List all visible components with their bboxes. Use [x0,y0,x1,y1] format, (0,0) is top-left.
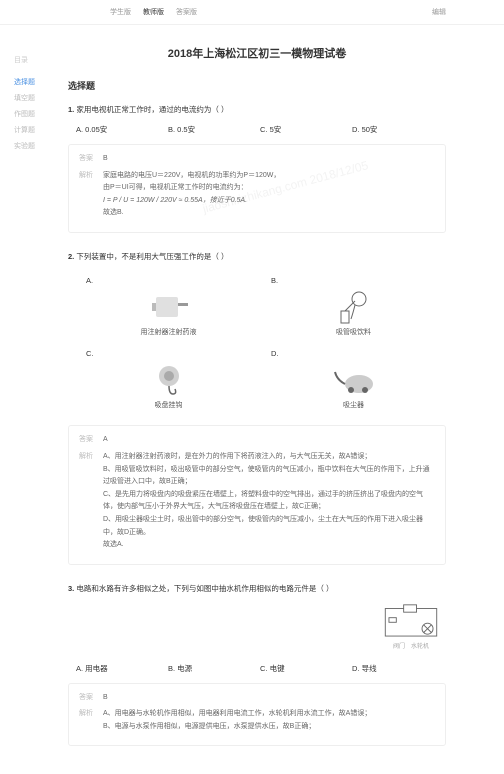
toc-item-calc[interactable]: 计算题 [14,125,60,135]
q2-answer: A [103,434,435,447]
q2-opt-d[interactable]: D. 吸尘器 [261,344,446,417]
main-content: jiaoshi.izhikang.com 2018/12/05 2018年上海松… [60,25,504,774]
valve-label: 阀门 [393,643,405,653]
q1-ana-4: 故选B. [103,207,435,220]
q3-line-0: A、用电器与水轮机作用相似，用电器利用电流工作，水轮机利用水流工作，故A错误； [103,708,435,721]
q3-opt-b[interactable]: B. 电源 [168,663,260,675]
tab-student[interactable]: 学生版 [110,7,131,17]
q3-answer: B [103,692,435,705]
question-3: 3. 电路和水路有许多相似之处，下列与如图中抽水机作用相似的电路元件是（ ） 阀… [68,583,446,747]
q1-ana-1: 家庭电路的电压U＝220V，电视机的功率约为P＝120W， [103,170,435,183]
q1-ana-3: I = P / U = 120W / 220V ≈ 0.55A，接近于0.5A. [103,195,435,208]
question-2: 2. 下列装置中，不是利用大气压强工作的是（ ） A. 用注射器注射药液 B. … [68,251,446,565]
q1-opt-a[interactable]: A. 0.05安 [76,124,168,136]
toc-item-draw[interactable]: 作图题 [14,109,60,119]
toc-title: 目录 [14,55,60,65]
edit-link[interactable]: 编辑 [432,7,446,17]
q1-stem: 家用电视机正常工作时，通过的电流约为（ ） [76,105,228,114]
analysis-label: 解析 [79,170,103,220]
toc-item-choice[interactable]: 选择题 [14,77,60,87]
q2-opt-b[interactable]: B. 吸管吸饮料 [261,271,446,344]
q1-opt-d[interactable]: D. 50安 [352,124,444,136]
q3-opt-a[interactable]: A. 用电器 [76,663,168,675]
toc-item-fill[interactable]: 填空题 [14,93,60,103]
syringe-icon [146,289,192,327]
suction-hook-icon [146,362,192,400]
q3-opt-c[interactable]: C. 电键 [260,663,352,675]
q1-answer: B [103,153,435,166]
q2-d-cap: 吸尘器 [343,400,364,411]
analysis-label: 解析 [79,708,103,733]
q1-opt-c[interactable]: C. 5安 [260,124,352,136]
q2-stem: 下列装置中，不是利用大气压强工作的是（ ） [76,252,228,261]
question-1: 1. 家用电视机正常工作时，通过的电流约为（ ） A. 0.05安 B. 0.5… [68,104,446,233]
vacuum-icon [331,362,377,400]
section-heading: 选择题 [68,79,446,92]
q2-line-0: A、用注射器注射药液时，是在外力的作用下将药液注入的，与大气压无关，故A错误； [103,451,435,464]
tab-teacher[interactable]: 教师版 [143,7,164,17]
q3-num: 3. [68,584,74,593]
q2-line-1: B、用吸管吸饮料时，吸出吸管中的部分空气，使吸管内的气压减小，瓶中饮料在大气压的… [103,464,435,489]
q2-line-3: D、用吸尘器吸尘土时，吸出管中的部分空气，使吸管内的气压减小，尘土在大气压的作用… [103,514,435,539]
answer-label: 答案 [79,153,103,166]
q1-answer-box: 答案 B 解析 家庭电路的电压U＝220V，电视机的功率约为P＝120W， 由P… [68,144,446,233]
q2-opt-c[interactable]: C. 吸盘挂钩 [76,344,261,417]
q3-opt-d[interactable]: D. 导线 [352,663,444,675]
q2-c-cap: 吸盘挂钩 [155,400,183,411]
analysis-label: 解析 [79,451,103,552]
answer-label: 答案 [79,692,103,705]
q2-opt-a[interactable]: A. 用注射器注射药液 [76,271,261,344]
sidebar-toc: 目录 选择题 填空题 作图题 计算题 实验题 [0,25,60,774]
q1-num: 1. [68,105,74,114]
q2-a-cap: 用注射器注射药液 [141,327,197,338]
q2-a-letter: A. [86,275,93,287]
q1-ana-2: 由P＝UI可得，电视机正常工作时的电流约为： [103,182,435,195]
q3-stem: 电路和水路有许多相似之处，下列与如图中抽水机作用相似的电路元件是（ ） [76,584,333,593]
q3-answer-box: 答案 B 解析 A、用电器与水轮机作用相似，用电器利用电流工作，水轮机利用水流工… [68,683,446,747]
q1-opt-b[interactable]: B. 0.5安 [168,124,260,136]
turbine-label: 水轮机 [411,643,429,653]
q2-d-letter: D. [271,348,279,360]
q3-line-1: B、电源与水泵作用相似，电源提供电压，水泵提供水压，故B正确； [103,721,435,734]
top-tabs: 学生版 教师版 答案版 编辑 [0,0,504,25]
straw-drink-icon [331,289,377,327]
tab-answer[interactable]: 答案版 [176,7,197,17]
circuit-diagram: 阀门 水轮机 [376,603,446,653]
toc-item-exp[interactable]: 实验题 [14,141,60,151]
q2-c-letter: C. [86,348,94,360]
q2-b-cap: 吸管吸饮料 [336,327,371,338]
q2-num: 2. [68,252,74,261]
q2-answer-box: 答案 A 解析 A、用注射器注射药液时，是在外力的作用下将药液注入的，与大气压无… [68,425,446,564]
q2-line-2: C、是先用力将吸盘内的吸盘紧压在墙壁上，将塑料盘中的空气排出，通过手的挤压挤出了… [103,489,435,514]
paper-title: 2018年上海松江区初三一模物理试卷 [68,45,446,61]
q2-b-letter: B. [271,275,278,287]
answer-label: 答案 [79,434,103,447]
q2-line-4: 故选A. [103,539,435,552]
